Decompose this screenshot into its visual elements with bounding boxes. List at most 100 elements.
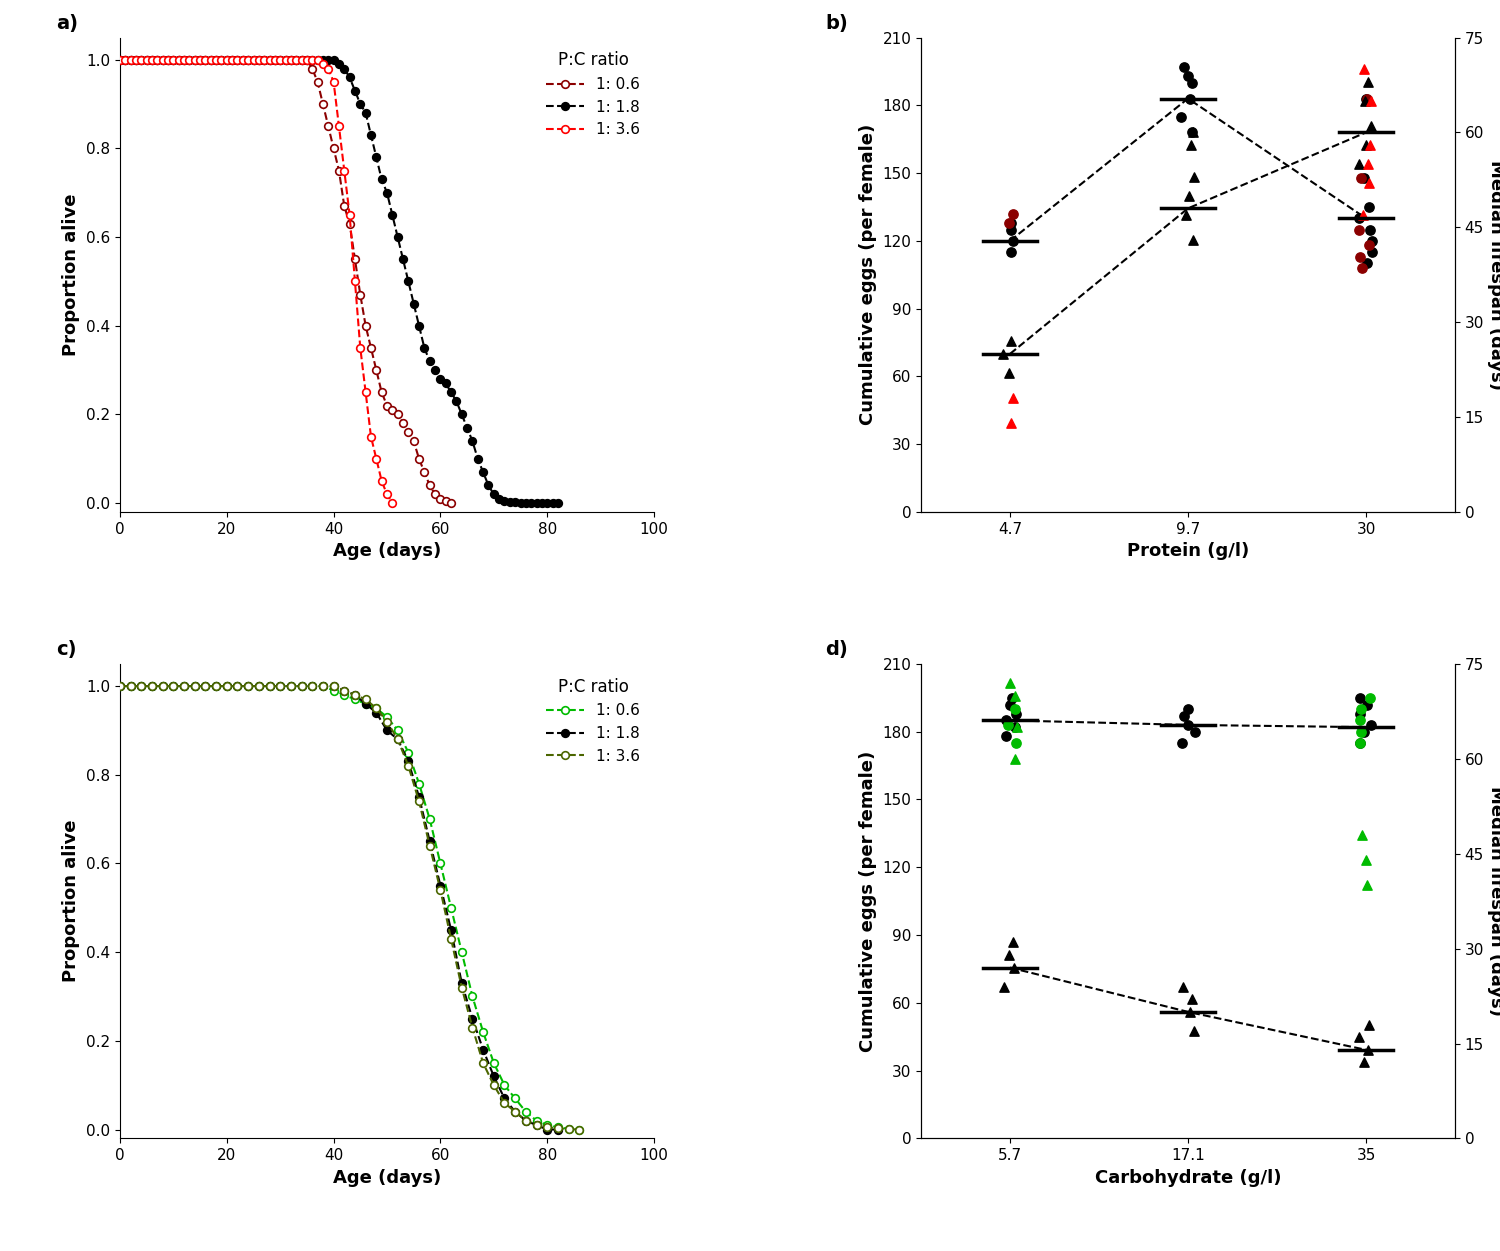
Point (1359, 714, 1383, 734)
Point (1359, 91, 1383, 111)
Point (998, 694, 1022, 714)
Point (999, 213, 1023, 233)
Point (1353, 168, 1377, 188)
X-axis label: Age (days): Age (days) (333, 1168, 441, 1187)
Y-axis label: Median lifespan (days): Median lifespan (days) (1486, 160, 1500, 390)
Y-axis label: Proportion alive: Proportion alive (63, 194, 81, 357)
Point (999, 414, 1023, 434)
Point (1179, 990, 1203, 1010)
Point (1173, 706, 1197, 726)
Point (1172, 977, 1196, 997)
Point (998, 213, 1022, 233)
Point (1352, 722, 1376, 742)
Point (1356, 196, 1380, 216)
Point (1180, 123, 1204, 143)
Point (1347, 1027, 1371, 1047)
Legend: 1: 0.6, 1: 1.8, 1: 3.6: 1: 0.6, 1: 1.8, 1: 3.6 (540, 672, 646, 769)
Point (1182, 722, 1206, 742)
Point (1180, 230, 1204, 250)
X-axis label: Age (days): Age (days) (333, 543, 441, 560)
Point (1348, 722, 1372, 742)
Point (1178, 1002, 1202, 1022)
Text: d): d) (825, 641, 848, 659)
Point (1348, 703, 1372, 723)
Point (1000, 388, 1024, 408)
Y-axis label: Cumulative eggs (per female): Cumulative eggs (per female) (859, 124, 877, 425)
Point (1182, 166, 1206, 186)
Point (1347, 246, 1371, 266)
Point (1356, 235, 1380, 255)
Point (998, 945, 1022, 965)
Point (1002, 699, 1026, 719)
Point (1000, 204, 1024, 224)
Text: a): a) (56, 14, 78, 33)
Point (1182, 1021, 1206, 1041)
Point (1359, 116, 1383, 136)
Point (999, 673, 1023, 693)
Point (1348, 699, 1372, 719)
Point (1356, 1015, 1380, 1035)
Point (1176, 714, 1200, 734)
Point (1348, 688, 1372, 708)
Point (1350, 258, 1374, 278)
Point (1347, 154, 1371, 174)
Point (1356, 173, 1380, 193)
Point (1004, 733, 1028, 753)
Point (1004, 717, 1028, 737)
Point (1348, 711, 1372, 731)
X-axis label: Protein (g/l): Protein (g/l) (1126, 543, 1250, 560)
Point (1002, 957, 1026, 977)
Point (1000, 231, 1024, 251)
Point (1176, 66, 1200, 86)
Point (1180, 123, 1204, 143)
Point (999, 220, 1023, 240)
Point (1178, 185, 1202, 205)
Point (1172, 56, 1196, 76)
Point (1176, 699, 1200, 719)
Point (994, 726, 1018, 746)
Point (1354, 694, 1378, 714)
Legend: 1: 0.6, 1: 1.8, 1: 3.6: 1: 0.6, 1: 1.8, 1: 3.6 (540, 45, 646, 144)
Point (1354, 135, 1378, 155)
Point (1347, 220, 1371, 240)
Point (1174, 205, 1198, 225)
Point (1359, 243, 1383, 263)
Point (1005, 717, 1029, 737)
Point (1168, 106, 1192, 126)
Point (1352, 59, 1376, 79)
Point (999, 688, 1023, 708)
Point (994, 636, 1018, 656)
Point (1348, 733, 1372, 753)
Point (999, 332, 1023, 352)
Point (1348, 733, 1372, 753)
Point (1000, 932, 1024, 952)
Point (1356, 1040, 1380, 1060)
X-axis label: Carbohydrate (g/l): Carbohydrate (g/l) (1095, 1168, 1281, 1187)
Point (1352, 1052, 1376, 1072)
Point (996, 714, 1020, 734)
Point (1359, 231, 1383, 251)
Point (992, 344, 1016, 364)
Point (1350, 824, 1374, 844)
Point (1358, 688, 1382, 708)
Point (1359, 220, 1383, 240)
Point (1356, 71, 1380, 91)
Point (998, 363, 1022, 383)
Point (1004, 703, 1028, 723)
Point (1348, 168, 1372, 188)
Point (1350, 205, 1374, 225)
Point (1178, 89, 1202, 109)
Point (1004, 749, 1028, 769)
Point (999, 243, 1023, 263)
Text: c): c) (56, 641, 76, 659)
Point (1354, 89, 1378, 109)
Y-axis label: Cumulative eggs (per female): Cumulative eggs (per female) (859, 751, 877, 1052)
Y-axis label: Median lifespan (days): Median lifespan (days) (1486, 786, 1500, 1016)
Point (1358, 135, 1382, 155)
Point (992, 977, 1016, 997)
Point (1353, 91, 1377, 111)
Point (1356, 254, 1380, 274)
Point (1170, 733, 1194, 753)
Point (1004, 686, 1028, 706)
Point (1347, 208, 1371, 228)
